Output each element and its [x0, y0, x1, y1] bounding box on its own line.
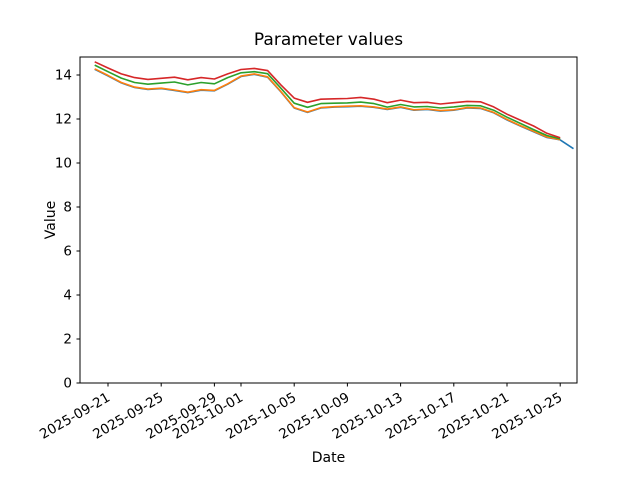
x-axis-tick-marks [107, 383, 561, 387]
y-tick-label: 2 [63, 332, 72, 348]
y-tick-label: 8 [63, 200, 72, 216]
plot-area [94, 61, 574, 150]
y-tick-label: 0 [63, 376, 72, 392]
series-line-red [94, 61, 561, 139]
x-axis-label: Date [312, 450, 345, 466]
y-axis-label: Value [43, 201, 59, 239]
axes-spines [79, 56, 578, 384]
y-tick-label: 14 [55, 68, 72, 84]
series-line-orange [94, 68, 561, 141]
y-axis-tick-marks [76, 74, 80, 384]
x-axis-tick-labels: 2025-09-21 2025-09-25 2025-09-29 2025-10… [37, 390, 565, 443]
chart-title: Parameter values [254, 30, 403, 50]
y-tick-label: 12 [55, 112, 72, 128]
series-line-green [94, 64, 561, 140]
y-tick-label: 6 [63, 244, 72, 260]
series-line-blue [94, 68, 574, 150]
y-tick-label: 4 [63, 288, 72, 304]
y-tick-label: 10 [55, 156, 72, 172]
y-axis-tick-labels: 0 2 4 6 8 10 12 14 [55, 68, 72, 392]
